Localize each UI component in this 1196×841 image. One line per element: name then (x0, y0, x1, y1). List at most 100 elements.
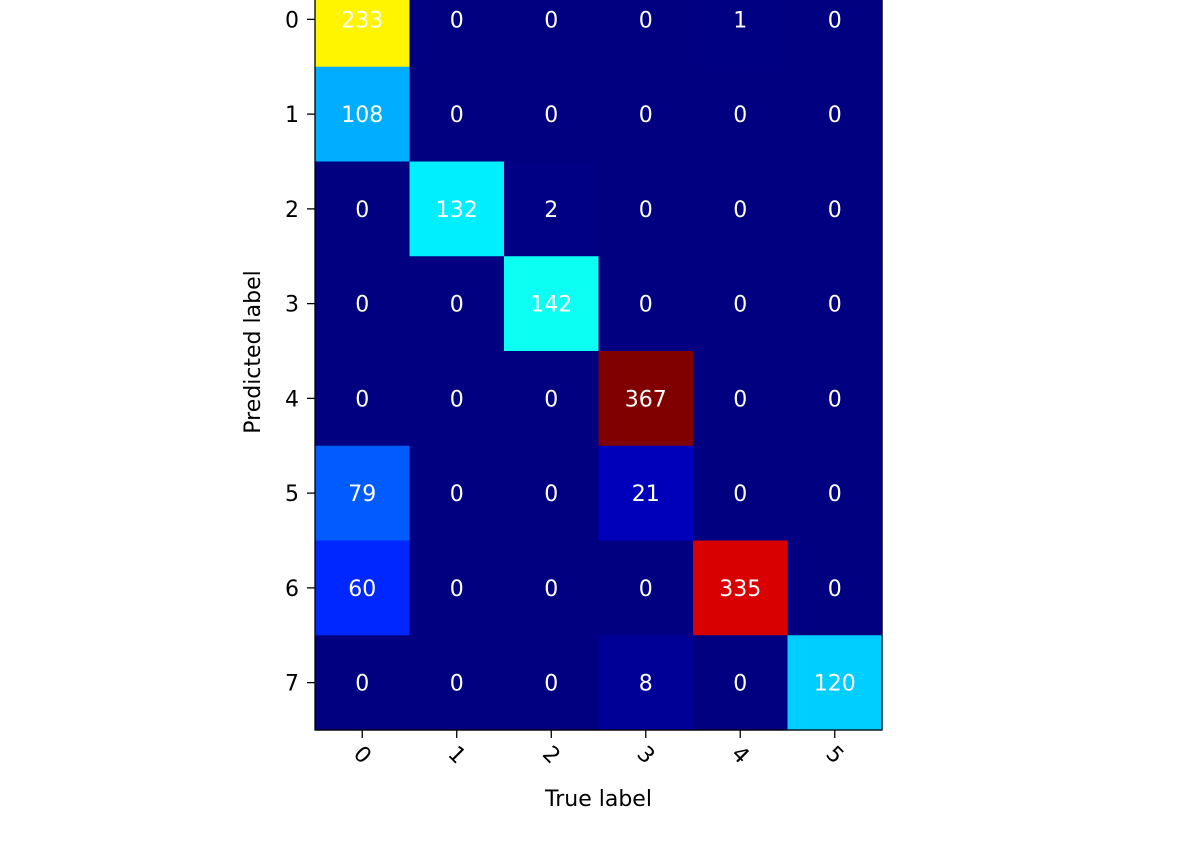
cell-value-label: 367 (625, 387, 667, 412)
cell-value-label: 0 (544, 103, 558, 128)
cell-value-label: 0 (355, 672, 369, 697)
cell-value-label: 0 (639, 293, 653, 318)
heatmap-cell (315, 351, 411, 447)
cell-value-label: 0 (450, 387, 464, 412)
x-tick-label: 2 (537, 742, 565, 770)
y-tick-label: 2 (285, 198, 299, 223)
heatmap-cell (315, 256, 411, 352)
heatmap-cell (787, 540, 883, 636)
heatmap-cell (504, 351, 600, 447)
cell-value-label: 79 (348, 482, 376, 507)
y-tick-label: 7 (285, 672, 299, 697)
cell-value-label: 0 (355, 198, 369, 223)
heatmap-cell (693, 0, 789, 68)
heatmap-cell (315, 161, 411, 257)
cell-value-label: 0 (544, 482, 558, 507)
heatmap-cell (409, 351, 505, 447)
heatmap-cell (787, 445, 883, 542)
cell-value-label: 0 (828, 103, 842, 128)
heatmap-cell (598, 66, 694, 163)
cell-value-label: 0 (639, 198, 653, 223)
cell-value-label: 0 (733, 198, 747, 223)
heatmap-cell (504, 66, 600, 163)
cell-value-label: 0 (639, 577, 653, 602)
heatmap-cell (693, 445, 789, 542)
y-axis-ticks: 0 1 2 3 4 5 6 7 (285, 8, 315, 697)
y-tick-label: 6 (285, 577, 299, 602)
heatmap-cell (693, 66, 789, 163)
cell-value-label: 0 (639, 103, 653, 128)
x-tick-label: 1 (443, 742, 471, 770)
cell-value-label: 0 (544, 8, 558, 33)
heatmap-cell (504, 0, 600, 68)
cell-value-label: 0 (733, 103, 747, 128)
cell-value-label: 335 (719, 577, 761, 602)
heatmap-cell (787, 256, 883, 352)
cell-value-label: 120 (814, 672, 856, 697)
heatmap-cell (315, 635, 411, 731)
cell-value-label: 142 (530, 293, 572, 318)
heatmap-cell (598, 351, 694, 447)
heatmap-cell (787, 351, 883, 447)
x-tick-label: 4 (726, 742, 754, 770)
heatmap-cell (787, 161, 883, 257)
heatmap-cell (787, 0, 883, 68)
cell-value-label: 60 (348, 577, 376, 602)
heatmap-cell (409, 66, 505, 163)
heatmap-cell (693, 161, 789, 257)
heatmap-cell (504, 161, 600, 257)
cell-value-label: 0 (733, 482, 747, 507)
cell-value-label: 0 (733, 293, 747, 318)
cell-value-label: 0 (450, 577, 464, 602)
heatmap-cell (315, 66, 411, 163)
cell-value-label: 0 (450, 8, 464, 33)
cell-value-label: 0 (450, 293, 464, 318)
heatmap-cell (598, 161, 694, 257)
heatmap-cell (693, 540, 789, 636)
cell-value-label: 0 (828, 293, 842, 318)
y-tick-label: 1 (285, 103, 299, 128)
cell-value-label: 0 (828, 482, 842, 507)
x-axis-ticks: 0 1 2 3 4 5 (348, 730, 848, 769)
x-tick-label: 5 (821, 742, 849, 770)
cell-value-label: 0 (828, 198, 842, 223)
heatmap-cell (409, 161, 505, 257)
heatmap-cell (504, 445, 600, 542)
y-axis-label: Predicted label (241, 270, 266, 433)
heatmap-cell (409, 445, 505, 542)
x-tick-label: 0 (348, 742, 376, 770)
cell-value-label: 0 (828, 387, 842, 412)
heatmap-cell (598, 635, 694, 731)
heatmap-cell (504, 635, 600, 731)
heatmap-cell (315, 445, 411, 542)
y-tick-label: 5 (285, 482, 299, 507)
cell-value-label: 0 (544, 577, 558, 602)
heatmap-cell (787, 635, 883, 731)
heatmap-cell (409, 0, 505, 68)
y-tick-label: 4 (285, 387, 299, 412)
cell-value-label: 233 (341, 8, 383, 33)
cell-value-label: 0 (450, 482, 464, 507)
heatmap-cell (598, 445, 694, 542)
heatmap-cell (693, 256, 789, 352)
cell-value-label: 1 (733, 8, 747, 33)
cell-value-label: 0 (828, 8, 842, 33)
x-tick-label: 3 (632, 742, 660, 770)
cell-value-label: 0 (355, 387, 369, 412)
cell-value-label: 8 (639, 672, 653, 697)
cell-value-label: 21 (632, 482, 660, 507)
cell-value-label: 0 (450, 103, 464, 128)
heatmap-cell (598, 256, 694, 352)
heatmap-cell (787, 66, 883, 163)
heatmap-cell (598, 540, 694, 636)
cell-value-label: 2 (544, 198, 558, 223)
heatmap-cell-labels: 233 0 0 0 1 0 108 0 0 0 0 0 0 132 2 0 0 0 0 0 142 0 0 0 0 0 0 367 0 0… (341, 8, 856, 696)
heatmap-cell (693, 635, 789, 731)
heatmap-cell (409, 256, 505, 352)
heatmap-cell (315, 540, 411, 636)
x-axis-label: True label (544, 787, 652, 812)
cell-value-label: 132 (436, 198, 478, 223)
cell-value-label: 0 (450, 672, 464, 697)
cell-value-label: 0 (639, 8, 653, 33)
